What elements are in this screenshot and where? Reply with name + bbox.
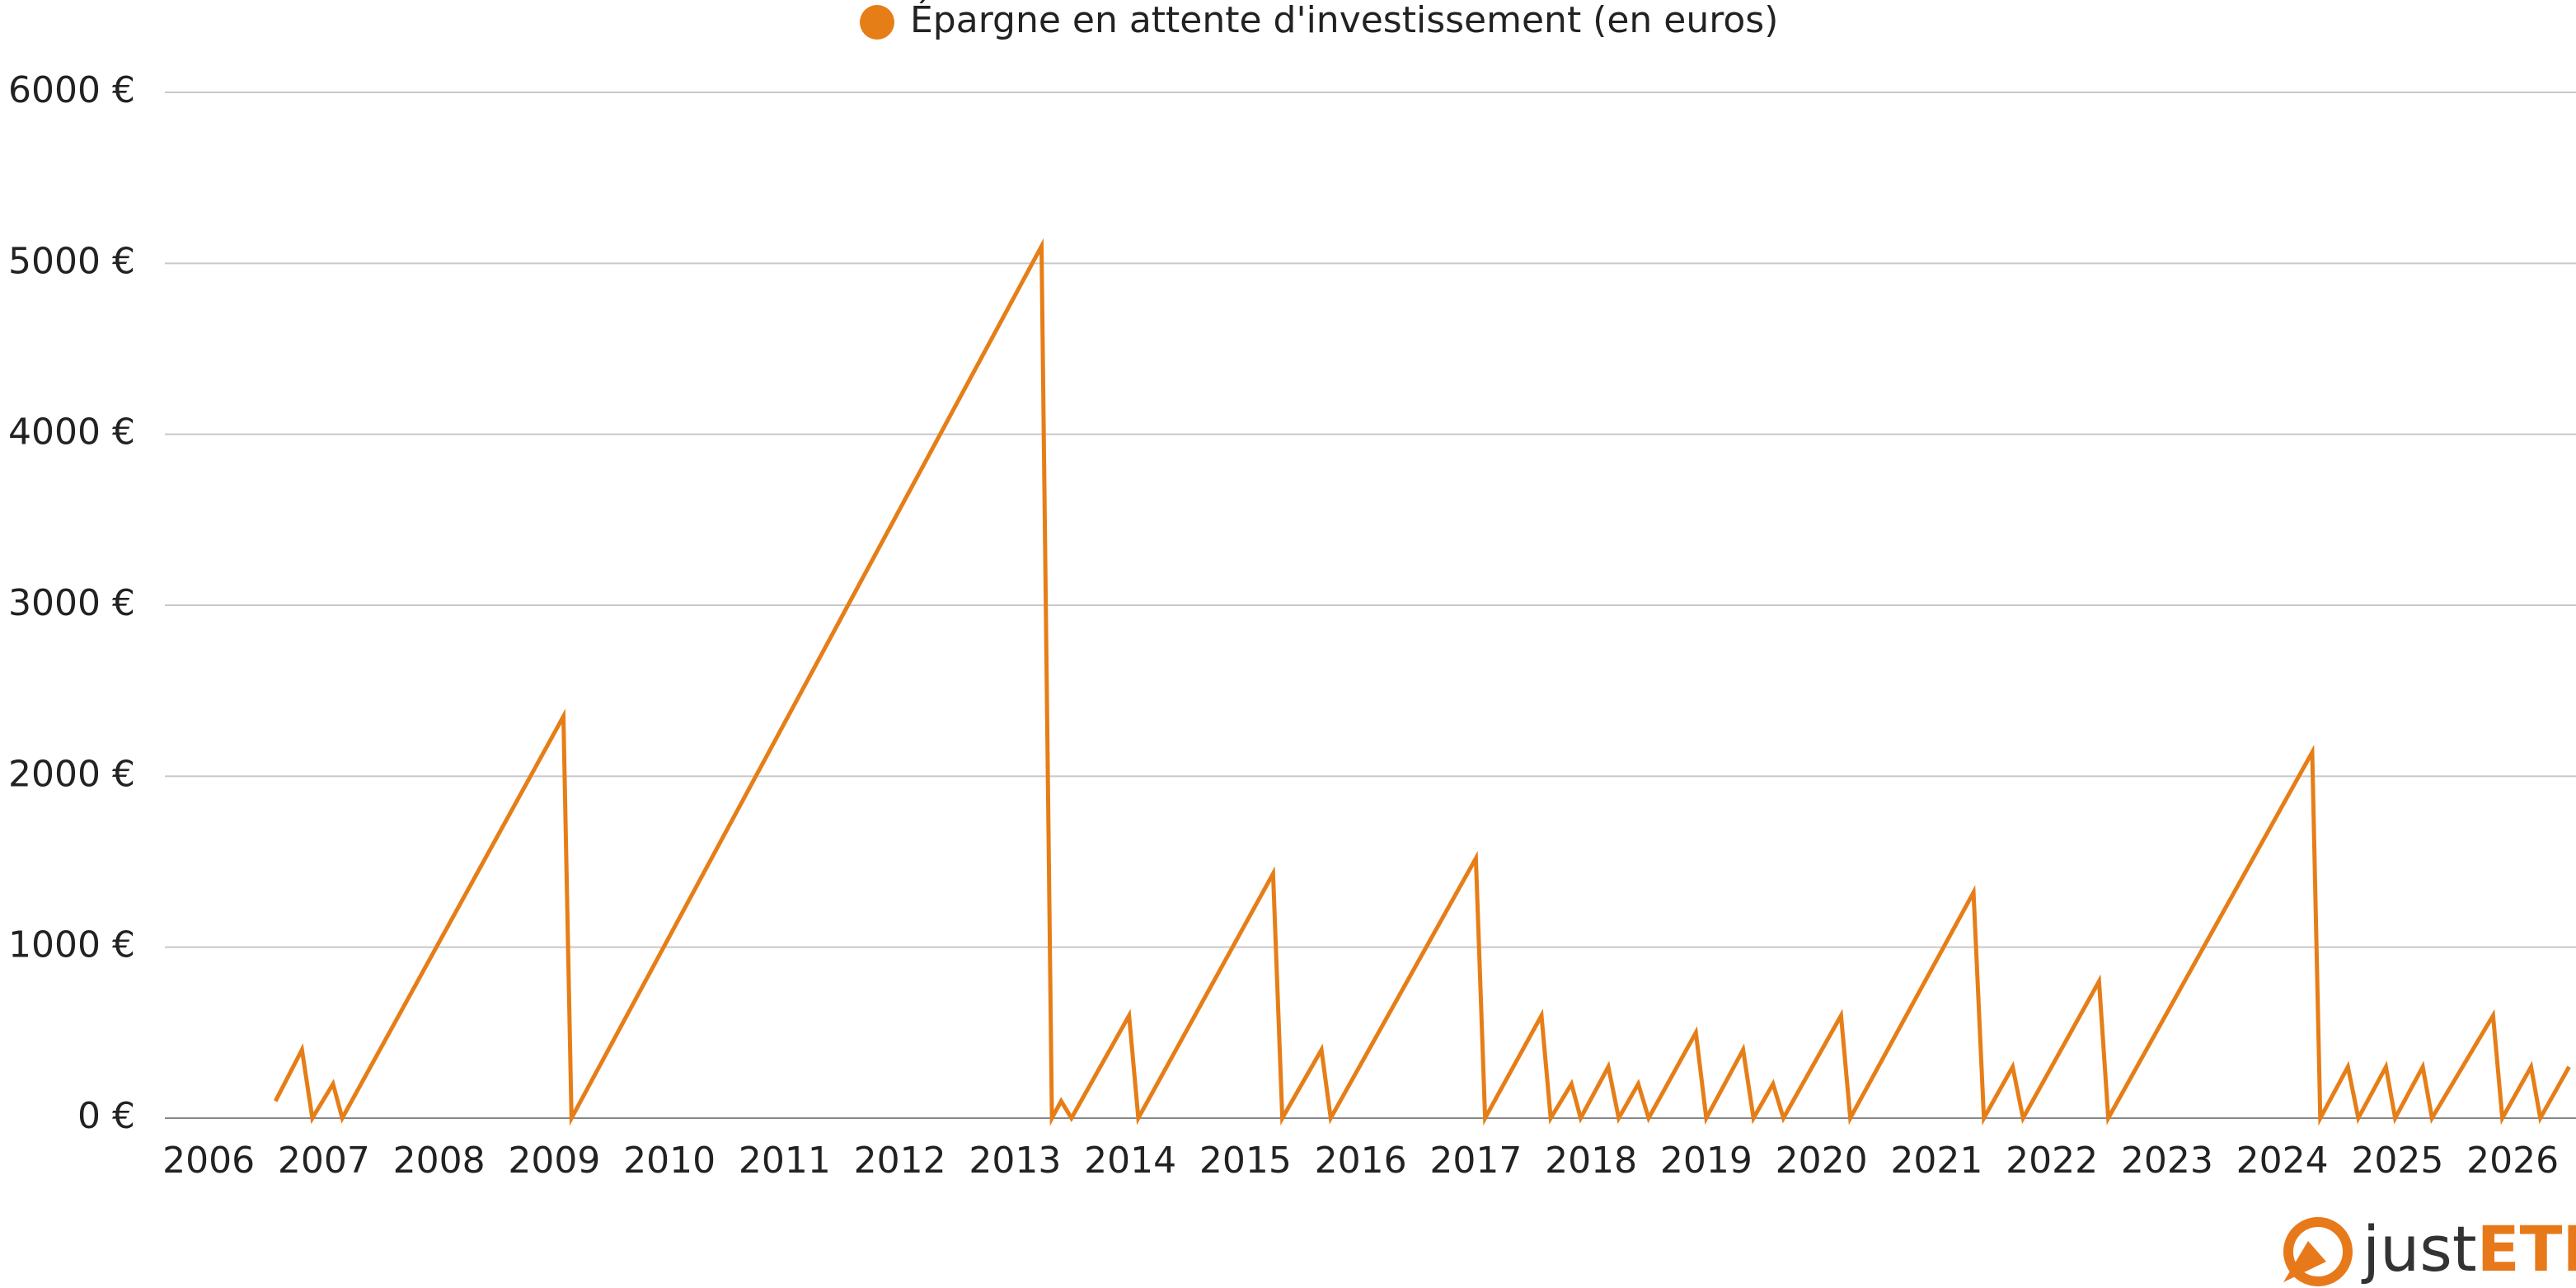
data-line <box>273 237 2571 1126</box>
x-tick-label: 2015 <box>1199 1140 1292 1182</box>
logo-prefix: just <box>2361 1212 2477 1286</box>
x-tick-label: 2019 <box>1660 1140 1753 1182</box>
x-tick-label: 2020 <box>1776 1140 1868 1182</box>
x-tick-label: 2009 <box>508 1140 600 1182</box>
x-tick-label: 2014 <box>1084 1140 1176 1182</box>
x-tick-label: 2011 <box>739 1140 831 1182</box>
logo-text: justETF <box>2361 1212 2576 1286</box>
x-tick-label: 2012 <box>854 1140 946 1182</box>
x-tick-label: 2024 <box>2236 1140 2329 1182</box>
y-tick-label: 5000 € <box>8 240 135 282</box>
x-tick-label: 2023 <box>2121 1140 2213 1182</box>
x-tick-label: 2025 <box>2351 1140 2443 1182</box>
y-tick-label: 4000 € <box>8 411 135 454</box>
x-tick-label: 2008 <box>393 1140 486 1182</box>
logo-icon <box>2283 1217 2353 1286</box>
x-tick-label: 2016 <box>1315 1140 1407 1182</box>
logo: justETF <box>2283 1212 2576 1286</box>
y-tick-label: 2000 € <box>8 753 135 795</box>
y-tick-label: 1000 € <box>8 924 135 966</box>
x-tick-label: 2010 <box>623 1140 716 1182</box>
x-tick-label: 2007 <box>278 1140 370 1182</box>
x-tick-label: 2022 <box>2006 1140 2098 1182</box>
x-tick-label: 2013 <box>969 1140 1061 1182</box>
y-tick-label: 6000 € <box>8 69 135 111</box>
y-tick-label: 0 € <box>77 1095 135 1137</box>
legend-swatch <box>860 5 894 40</box>
logo-arrow <box>2283 1241 2326 1282</box>
logo-suffix: ETF <box>2477 1212 2576 1286</box>
legend-label: Épargne en attente d'investissement (en … <box>910 0 1778 41</box>
x-tick-label: 2017 <box>1429 1140 1522 1182</box>
x-tick-label: 2018 <box>1545 1140 1637 1182</box>
x-tick-label: 2021 <box>1890 1140 1982 1182</box>
y-tick-label: 3000 € <box>8 582 135 624</box>
x-tick-label: 2026 <box>2466 1140 2559 1182</box>
x-tick-label: 2006 <box>162 1140 255 1182</box>
